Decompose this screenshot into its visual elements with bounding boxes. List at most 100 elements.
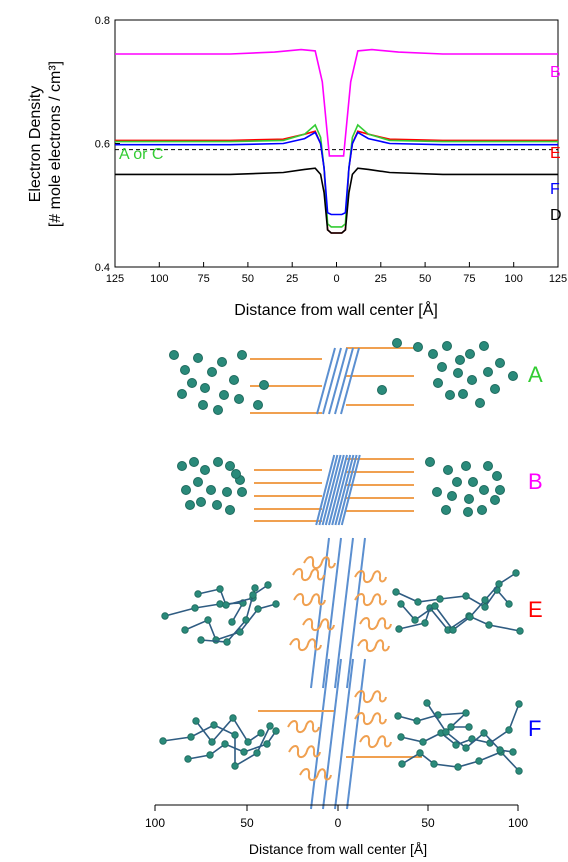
chain-bead [192,717,200,725]
coiled-lipid [302,618,335,632]
x-tick-label: 125 [549,273,567,285]
solvent-sphere [181,485,191,495]
solvent-sphere [458,389,468,399]
chain-bead [449,626,457,634]
solvent-sphere [237,350,247,360]
solvent-sphere [189,457,199,467]
wall-segment [315,454,336,526]
curve-label-D: D [550,207,562,224]
solvent-sphere [187,378,197,388]
chain-bead [216,585,224,593]
wall-segment [346,537,366,689]
y-tick-label: 0.6 [95,139,110,151]
wall-segment [346,658,366,810]
x-tick-label: 75 [463,273,475,285]
x-tick-label: 50 [242,273,254,285]
series-line-e [115,130,558,234]
solvent-sphere [185,500,195,510]
solvent-sphere [467,375,477,385]
chain-bead [216,600,224,608]
wall-segment [340,347,360,415]
coiled-lipid [287,720,320,734]
coiled-lipid [289,638,322,652]
solvent-sphere [234,394,244,404]
solvent-sphere [492,471,502,481]
polymer-chain [200,584,269,643]
solvent-sphere [207,367,217,377]
chain-bead [223,638,231,646]
panel-F-schematic [159,658,523,810]
polymer-chain [397,712,469,728]
chain-bead [231,762,239,770]
chain-bead [272,727,280,735]
solvent-sphere [413,342,423,352]
y-axis-label-line2: [# mole electrons / cm³] [47,61,64,227]
chain-bead [204,616,212,624]
solvent-sphere [259,380,269,390]
chain-bead [416,749,424,757]
chain-bead [394,712,402,720]
chain-bead [240,748,248,756]
coiled-lipid [357,639,390,653]
y-tick-label: 0.4 [95,262,110,274]
chain-bead [462,592,470,600]
chain-bead [194,590,202,598]
membrane-schematic: A B E F 100 50 0 50 100 Distance from wall c… [145,338,543,857]
solvent-sphere [437,362,447,372]
solvent-sphere [169,350,179,360]
chain-bead [413,717,421,725]
solvent-sphere [508,371,518,381]
solvent-sphere [193,477,203,487]
chain-bead [419,738,427,746]
solvent-sphere [206,485,216,495]
chain-bead [236,628,244,636]
coiled-lipid [354,690,387,704]
wall-segment [316,347,336,415]
series-layer [115,48,558,234]
solvent-sphere [225,505,235,515]
solvent-sphere [213,405,223,415]
chain-bead [495,580,503,588]
wall-segment [334,454,355,526]
x-tick-label: 25 [375,273,387,285]
chain-bead [242,616,250,624]
solvent-sphere [225,461,235,471]
chain-bead [465,723,473,731]
x-axis-label: Distance from wall center [Å] [234,300,438,319]
wall-segment [331,454,352,526]
y-tick-label: 0.8 [95,15,110,27]
coiled-lipid [299,768,332,782]
chain-bead [423,699,431,707]
chain-bead [496,746,504,754]
wall-segment [324,454,345,526]
solvent-sphere [453,368,463,378]
chain-bead [454,763,462,771]
wall-segment [340,454,361,526]
chain-bead [254,605,262,613]
solvent-sphere [490,495,500,505]
curve-label-F: F [550,181,560,198]
solvent-sphere [477,505,487,515]
solvent-sphere [483,367,493,377]
chain-bead [442,728,450,736]
chain-bead [515,767,523,775]
chain-bead [395,625,403,633]
solvent-sphere [432,487,442,497]
solvent-sphere [479,485,489,495]
x-tick-label: 100 [150,273,168,285]
coiled-lipid [354,593,387,607]
solvent-sphere [180,365,190,375]
wall-segment [328,454,348,526]
x-tick-label: 100 [505,273,523,285]
chain-bead [414,598,422,606]
coiled-lipid [359,735,392,749]
chain-bead [221,740,229,748]
solvent-sphere [177,461,187,471]
chain-bead [485,621,493,629]
solvent-sphere [212,500,222,510]
solvent-sphere [479,341,489,351]
chain-bead [481,596,489,604]
schematic-x-tick-label: 50 [421,816,435,830]
solvent-sphere [237,487,247,497]
solvent-sphere [455,355,465,365]
